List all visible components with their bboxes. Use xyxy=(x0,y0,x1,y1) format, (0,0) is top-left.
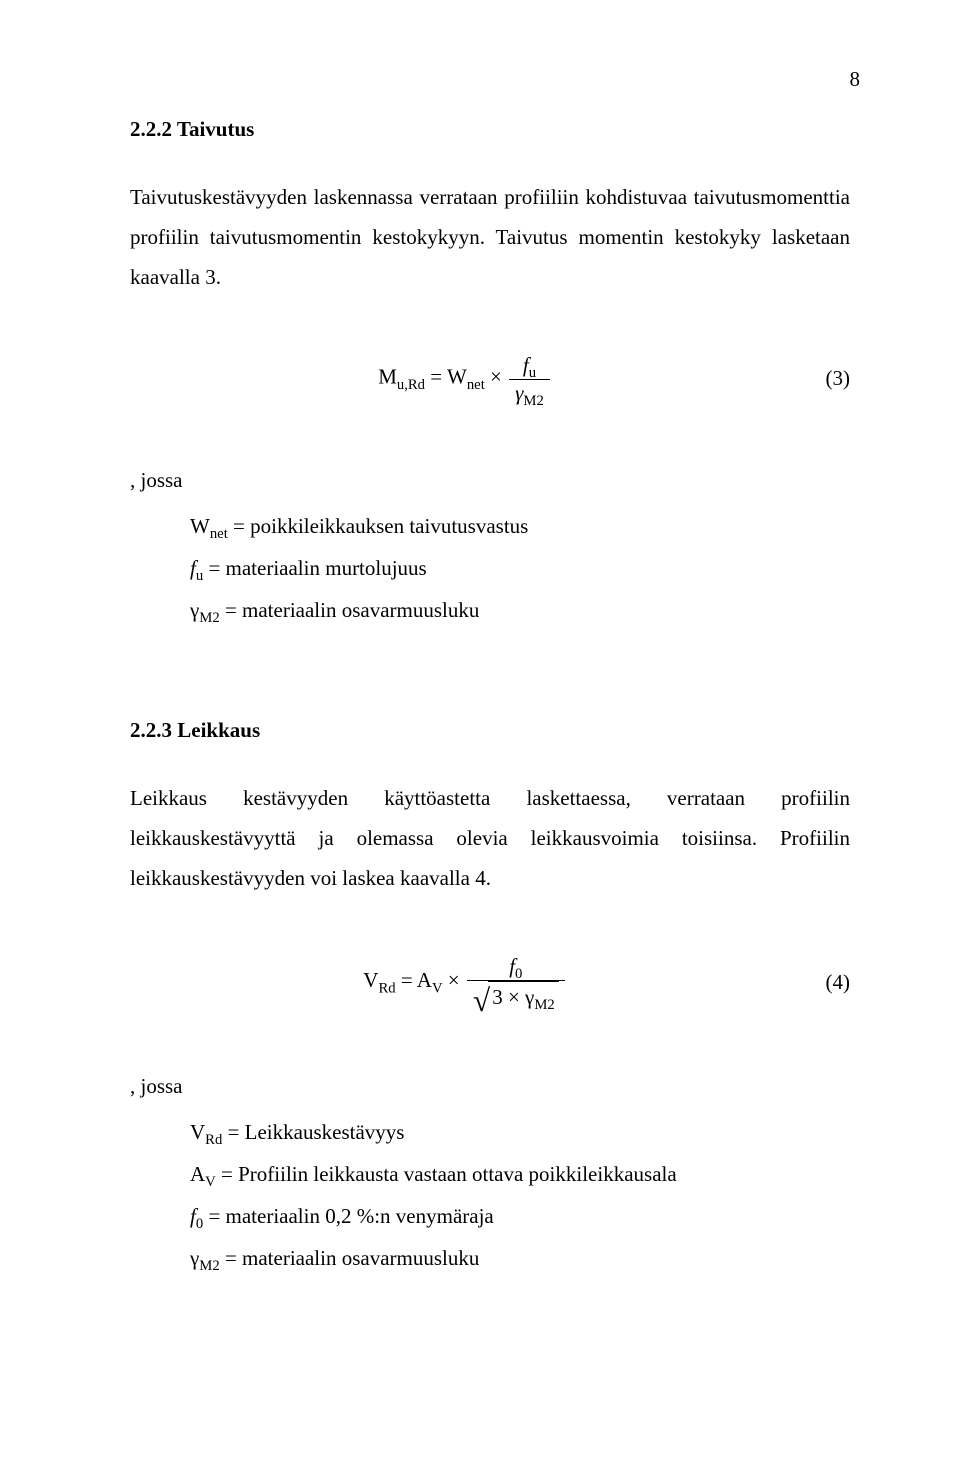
where1-text2: = materiaalin murtolujuus xyxy=(203,556,427,580)
eq4-lhs-sub: Rd xyxy=(378,981,395,997)
where2-sym4-sub: M2 xyxy=(199,1258,219,1274)
where2-sym2-sub: V xyxy=(205,1174,216,1190)
eq4-rad-g-sub: M2 xyxy=(534,997,554,1013)
where1-sym1-sub: net xyxy=(210,526,228,542)
eq3-lhs-base: M xyxy=(378,365,397,389)
where2-sym4-base: γ xyxy=(190,1246,199,1270)
where2-text3: = materiaalin 0,2 %:n venymäraja xyxy=(203,1204,494,1228)
eq4-av-sub: V xyxy=(432,981,443,997)
where2-line3: f0 = materiaalin 0,2 %:n venymäraja xyxy=(190,1195,850,1237)
where2-text2: = Profiilin leikkausta vastaan ottava po… xyxy=(216,1162,677,1186)
where1-line2: fu = materiaalin murtolujuus xyxy=(190,547,850,589)
eq4-rad-g-base: γ xyxy=(525,985,534,1009)
eq3-equals: = xyxy=(425,365,447,389)
eq3-wnet-sub: net xyxy=(467,377,485,393)
where1-sym3-sub: M2 xyxy=(199,610,219,626)
eq3-lhs-sub: u,Rd xyxy=(397,377,425,393)
where1-line3: γM2 = materiaalin osavarmuusluku xyxy=(190,589,850,631)
eq3-wnet-base: W xyxy=(447,365,467,389)
paragraph-leikkaus: Leikkaus kestävyyden käyttöastetta laske… xyxy=(130,779,850,899)
where1-sym3-base: γ xyxy=(190,598,199,622)
equation-3-expression: Mu,Rd = Wnet × fuγM2 xyxy=(130,352,800,406)
equation-3-number: (3) xyxy=(800,359,850,399)
where2-line2: AV = Profiilin leikkausta vastaan ottava… xyxy=(190,1153,850,1195)
where1-line1: Wnet = poikkileikkauksen taivutusvastus xyxy=(190,505,850,547)
where2-line1: VRd = Leikkauskestävyys xyxy=(190,1111,850,1153)
eq4-rad-pre: 3 × xyxy=(492,985,525,1009)
where-list-2: VRd = Leikkauskestävyys AV = Profiilin l… xyxy=(190,1111,850,1279)
where-list-1: Wnet = poikkileikkauksen taivutusvastus … xyxy=(190,505,850,631)
eq4-lhs-base: V xyxy=(363,969,378,993)
where1-text1: = poikkileikkauksen taivutusvastus xyxy=(228,514,529,538)
where2-sym2-base: A xyxy=(190,1162,205,1186)
radical-icon: √ xyxy=(473,985,490,1017)
where2-line4: γM2 = materiaalin osavarmuusluku xyxy=(190,1237,850,1279)
where-label-1: , jossa xyxy=(130,461,850,501)
eq4-times: × xyxy=(443,969,465,993)
page-number: 8 xyxy=(130,60,860,100)
eq4-equals: = xyxy=(396,969,417,993)
where1-text3: = materiaalin osavarmuusluku xyxy=(220,598,480,622)
where2-text1: = Leikkauskestävyys xyxy=(222,1120,404,1144)
equation-4-number: (4) xyxy=(800,963,850,1003)
eq3-fraction: fuγM2 xyxy=(509,352,550,406)
equation-4: VRd = AV × f0√3 × γM2 (4) xyxy=(130,953,850,1012)
section-heading-taivutus: 2.2.2 Taivutus xyxy=(130,110,850,150)
eq3-den-sub: M2 xyxy=(523,393,543,409)
where2-text4: = materiaalin osavarmuusluku xyxy=(220,1246,480,1270)
where2-sym1-base: V xyxy=(190,1120,205,1144)
section-heading-leikkaus: 2.2.3 Leikkaus xyxy=(130,711,850,751)
where2-sym1-sub: Rd xyxy=(205,1132,222,1148)
eq4-av-base: A xyxy=(417,969,432,993)
where1-sym1-base: W xyxy=(190,514,210,538)
paragraph-taivutus: Taivutuskestävyyden laskennassa verrataa… xyxy=(130,178,850,298)
eq4-sqrt: √3 × γM2 xyxy=(473,981,559,1013)
equation-4-expression: VRd = AV × f0√3 × γM2 xyxy=(130,953,800,1012)
eq4-fraction: f0√3 × γM2 xyxy=(467,953,565,1012)
equation-3: Mu,Rd = Wnet × fuγM2 (3) xyxy=(130,352,850,406)
where-label-2: , jossa xyxy=(130,1067,850,1107)
eq3-times: × xyxy=(485,365,507,389)
